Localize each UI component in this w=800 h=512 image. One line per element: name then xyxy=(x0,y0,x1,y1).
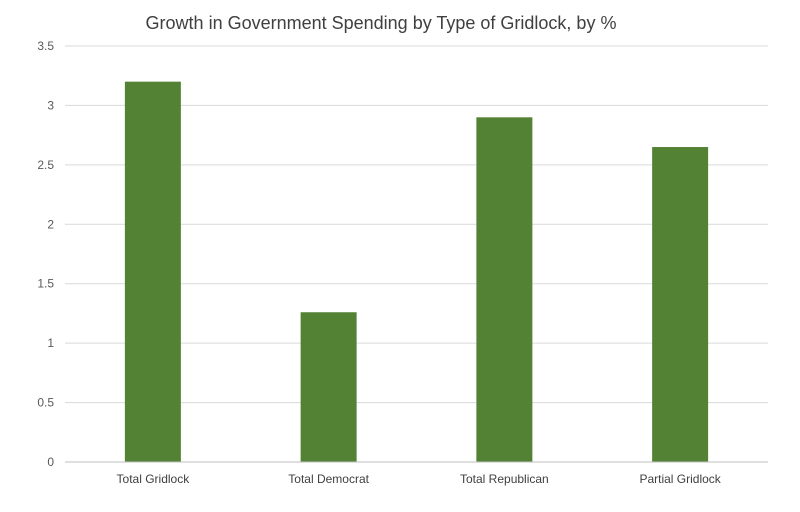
x-axis-category-labels: Total Gridlock Total Democrat Total Republ… xyxy=(117,472,722,486)
y-axis-tick-labels: 0 0.5 1 1.5 2 2.5 3 3.5 xyxy=(37,39,54,469)
y-tick-label: 0 xyxy=(47,455,54,469)
gridlines xyxy=(65,45,768,404)
y-tick-label: 2 xyxy=(47,217,54,231)
y-tick-label: 2.5 xyxy=(37,158,54,172)
x-category-label: Total Gridlock xyxy=(117,472,191,486)
x-category-label: Total Democrat xyxy=(288,472,369,486)
chart-title: Growth in Government Spending by Type of… xyxy=(146,13,617,33)
y-tick-label: 1 xyxy=(47,336,54,350)
x-category-label: Total Republican xyxy=(460,472,549,486)
y-tick-label: 0.5 xyxy=(37,396,54,410)
bar xyxy=(652,147,709,462)
bar xyxy=(124,81,181,463)
y-tick-label: 1.5 xyxy=(37,277,54,291)
bars xyxy=(124,81,709,463)
bar xyxy=(476,117,533,463)
y-tick-label: 3 xyxy=(47,98,54,112)
x-category-label: Partial Gridlock xyxy=(639,472,721,486)
y-tick-label: 3.5 xyxy=(37,39,54,53)
bar xyxy=(300,312,357,462)
